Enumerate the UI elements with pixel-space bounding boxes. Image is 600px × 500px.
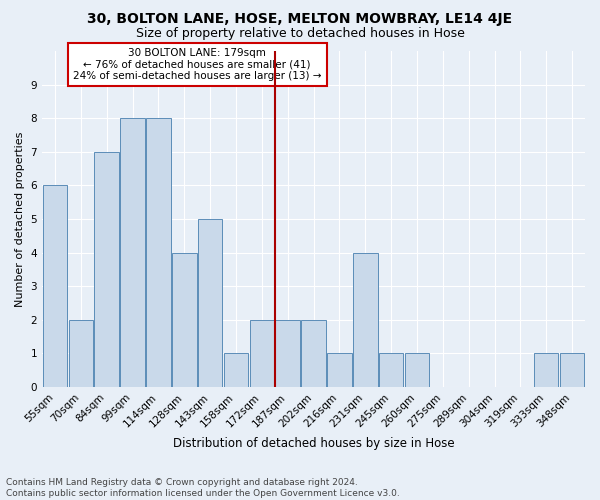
Bar [68, 320, 93, 387]
Text: 30, BOLTON LANE, HOSE, MELTON MOWBRAY, LE14 4JE: 30, BOLTON LANE, HOSE, MELTON MOWBRAY, L… [88, 12, 512, 26]
Y-axis label: Number of detached properties: Number of detached properties [15, 132, 25, 307]
Bar [404, 354, 429, 387]
Bar [120, 118, 145, 387]
Text: 30 BOLTON LANE: 179sqm
← 76% of detached houses are smaller (41)
24% of semi-det: 30 BOLTON LANE: 179sqm ← 76% of detached… [73, 48, 322, 81]
Bar [353, 252, 377, 387]
Bar [172, 252, 197, 387]
Bar [301, 320, 326, 387]
Bar [275, 320, 300, 387]
Bar [43, 186, 67, 387]
Bar [198, 219, 223, 387]
Bar [94, 152, 119, 387]
Text: Size of property relative to detached houses in Hose: Size of property relative to detached ho… [136, 28, 464, 40]
Bar [327, 354, 352, 387]
Text: Contains HM Land Registry data © Crown copyright and database right 2024.
Contai: Contains HM Land Registry data © Crown c… [6, 478, 400, 498]
Bar [534, 354, 559, 387]
Bar [250, 320, 274, 387]
Bar [560, 354, 584, 387]
Bar [379, 354, 403, 387]
Bar [146, 118, 170, 387]
X-axis label: Distribution of detached houses by size in Hose: Distribution of detached houses by size … [173, 437, 454, 450]
Bar [224, 354, 248, 387]
